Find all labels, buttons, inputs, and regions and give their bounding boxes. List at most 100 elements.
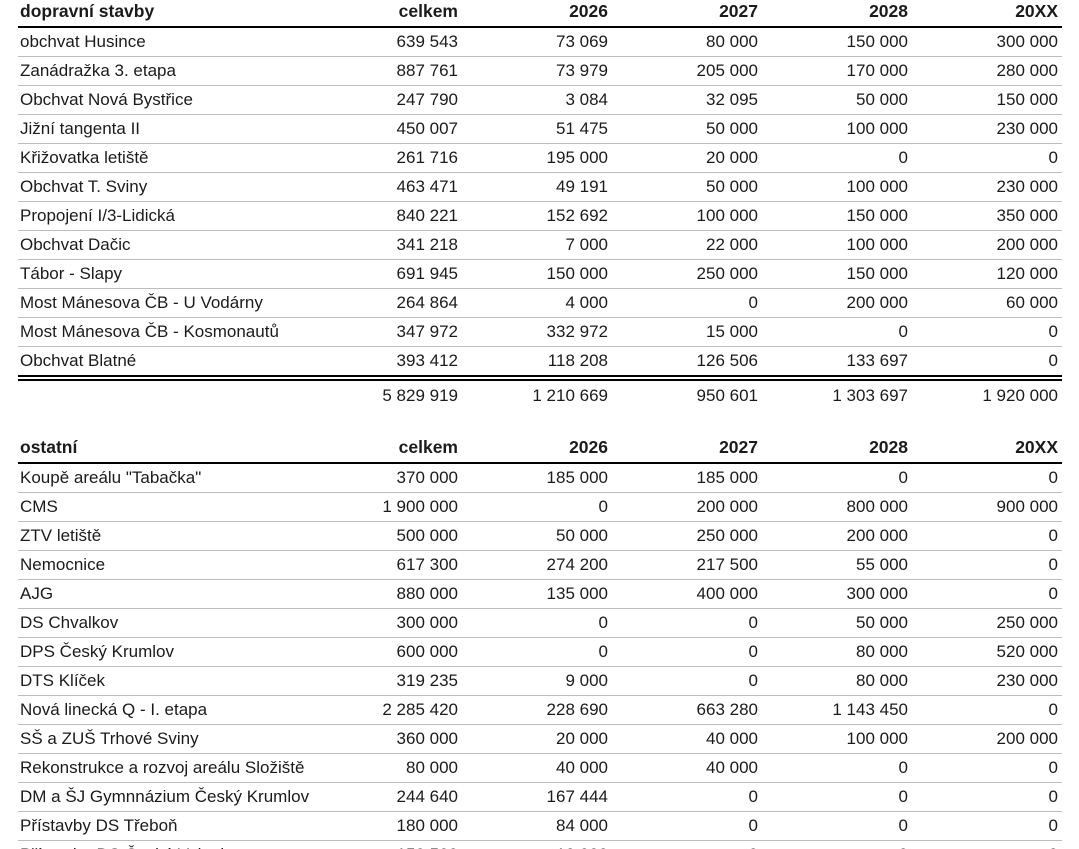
- cell-value: 200 000: [912, 230, 1062, 260]
- row-label: Zanádražka 3. etapa: [18, 56, 312, 86]
- row-label: SŠ a ZUŠ Trhové Sviny: [18, 724, 312, 754]
- cell-value: 22 000: [612, 230, 762, 260]
- cell-value: 463 471: [312, 172, 462, 202]
- cell-value: 80 000: [312, 753, 462, 783]
- cell-value: 230 000: [912, 666, 1062, 696]
- cell-value: 663 280: [612, 695, 762, 725]
- cell-value: 0: [912, 753, 1062, 783]
- cell-value: 4 000: [462, 288, 612, 318]
- cell-value: 341 218: [312, 230, 462, 260]
- total-value: 950 601: [612, 375, 762, 410]
- cell-value: 250 000: [612, 521, 762, 551]
- cell-value: 60 000: [912, 288, 1062, 318]
- cell-value: 300 000: [312, 608, 462, 638]
- cell-value: 0: [912, 317, 1062, 347]
- table-row: Obchvat Blatné 393 412 118 208 126 506 133 6…: [18, 347, 1062, 379]
- row-label: Koupě areálu "Tabačka": [18, 463, 312, 493]
- table-row: Propojení I/3-Lidická 840 221 152 692 100 0…: [18, 201, 1062, 231]
- cell-value: 3 084: [462, 85, 612, 115]
- cell-value: 80 000: [762, 637, 912, 667]
- cell-value: 520 000: [912, 637, 1062, 667]
- cell-value: 840 221: [312, 201, 462, 231]
- cell-value: 100 000: [612, 201, 762, 231]
- table-row: Přístavby DS Třeboň 180 000 84 000 0 0 0: [18, 811, 1062, 841]
- table-footer: 5 829 919 1 210 669 950 601 1 303 697 1 920 …: [18, 375, 1062, 410]
- table-row: Jižní tangenta II 450 007 51 475 50 000 100 …: [18, 114, 1062, 144]
- table-row: DPS Český Krumlov 600 000 0 0 80 000 520 000: [18, 637, 1062, 667]
- cell-value: 7 000: [462, 230, 612, 260]
- row-label: Obchvat Blatné: [20, 351, 137, 370]
- cell-value: 0: [912, 841, 1062, 849]
- table-row: DS Chvalkov 300 000 0 0 50 000 250 000: [18, 608, 1062, 638]
- total-value: 1 303 697: [762, 375, 912, 410]
- cell-value: 205 000: [612, 56, 762, 86]
- header-row: dopravní stavby celkem 2026 2027 2028 20XX: [18, 0, 1062, 28]
- cell-value: 40 000: [612, 724, 762, 754]
- cell-value: 450 007: [312, 114, 462, 144]
- table-row: SŠ a ZUŠ Trhové Sviny 360 000 20 000 40 000…: [18, 724, 1062, 754]
- cell-value: 49 191: [462, 172, 612, 202]
- column-header: 20XX: [912, 0, 1062, 28]
- table-title: ostatní: [18, 436, 312, 464]
- total-row: 5 829 919 1 210 669 950 601 1 303 697 1 920 …: [18, 375, 1062, 410]
- table-row: DTS Klíček 319 235 9 000 0 80 000 230 000: [18, 666, 1062, 696]
- table-body: Koupě areálu "Tabačka" 370 000 185 000 185 …: [18, 463, 1062, 849]
- row-label: Tábor - Slapy: [18, 259, 312, 289]
- cell-value: 50 000: [612, 114, 762, 144]
- table-row: ZTV letiště 500 000 50 000 250 000 200 000 0: [18, 521, 1062, 551]
- cell-value: 0: [762, 143, 912, 173]
- table-row: Obchvat Nová Bystřice 247 790 3 084 32 095 5…: [18, 85, 1062, 115]
- cell-value: 0: [1048, 351, 1058, 370]
- cell-value: 0: [612, 841, 762, 849]
- cell-value: 0: [762, 782, 912, 812]
- cell-value: 150 000: [912, 85, 1062, 115]
- row-label: obchvat Husince: [18, 27, 312, 57]
- table-ostatni: ostatní celkem 2026 2027 2028 20XX Koupě areá…: [18, 436, 1062, 849]
- cell-value: 200 000: [762, 521, 912, 551]
- row-label: Rekonstrukce a rozvoj areálu Složiště: [18, 753, 312, 783]
- cell-value: 9 000: [462, 666, 612, 696]
- cell-value: 200 000: [612, 492, 762, 522]
- table-row: Tábor - Slapy 691 945 150 000 250 000 150 00…: [18, 259, 1062, 289]
- cell-value: 228 690: [462, 695, 612, 725]
- total-row-spacer: [18, 375, 312, 410]
- cell-value: 217 500: [612, 550, 762, 580]
- cell-value: 300 000: [912, 27, 1062, 57]
- column-header: 2026: [462, 0, 612, 28]
- cell-value: 80 000: [762, 666, 912, 696]
- cell-value: 639 543: [312, 27, 462, 57]
- cell-value: 347 972: [312, 317, 462, 347]
- cell-value: 73 979: [462, 56, 612, 86]
- cell-value: 40 000: [612, 753, 762, 783]
- total-value: 5 829 919: [312, 375, 462, 410]
- row-label: Obchvat Nová Bystřice: [18, 85, 312, 115]
- cell-value: 80 000: [612, 27, 762, 57]
- cell-value: 274 200: [462, 550, 612, 580]
- cell-value: 0: [462, 492, 612, 522]
- column-header: 2028: [762, 436, 912, 464]
- cell-value: 0: [612, 782, 762, 812]
- cell-value: 73 069: [462, 27, 612, 57]
- cell-value: 20 000: [612, 143, 762, 173]
- table-row: Křižovatka letiště 261 716 195 000 20 000 0 0: [18, 143, 1062, 173]
- column-header: 2027: [612, 436, 762, 464]
- table-header: ostatní celkem 2026 2027 2028 20XX: [18, 436, 1062, 464]
- cell-value: 0: [912, 143, 1062, 173]
- cell-value: 244 640: [312, 782, 462, 812]
- row-label: CMS: [18, 492, 312, 522]
- cell-value: 0: [762, 811, 912, 841]
- cell-value: 887 761: [312, 56, 462, 86]
- cell-value: 250 000: [612, 259, 762, 289]
- cell-value: 2 285 420: [312, 695, 462, 725]
- cell-value: 617 300: [312, 550, 462, 580]
- cell-value: 50 000: [612, 172, 762, 202]
- cell-value: 50 000: [462, 521, 612, 551]
- cell-value: 0: [912, 550, 1062, 580]
- cell-value: 167 444: [462, 782, 612, 812]
- cell-value: 0: [612, 811, 762, 841]
- cell-value: 55 000: [762, 550, 912, 580]
- column-header: 2027: [612, 0, 762, 28]
- cell-value: 319 235: [312, 666, 462, 696]
- cell-value: 200 000: [762, 288, 912, 318]
